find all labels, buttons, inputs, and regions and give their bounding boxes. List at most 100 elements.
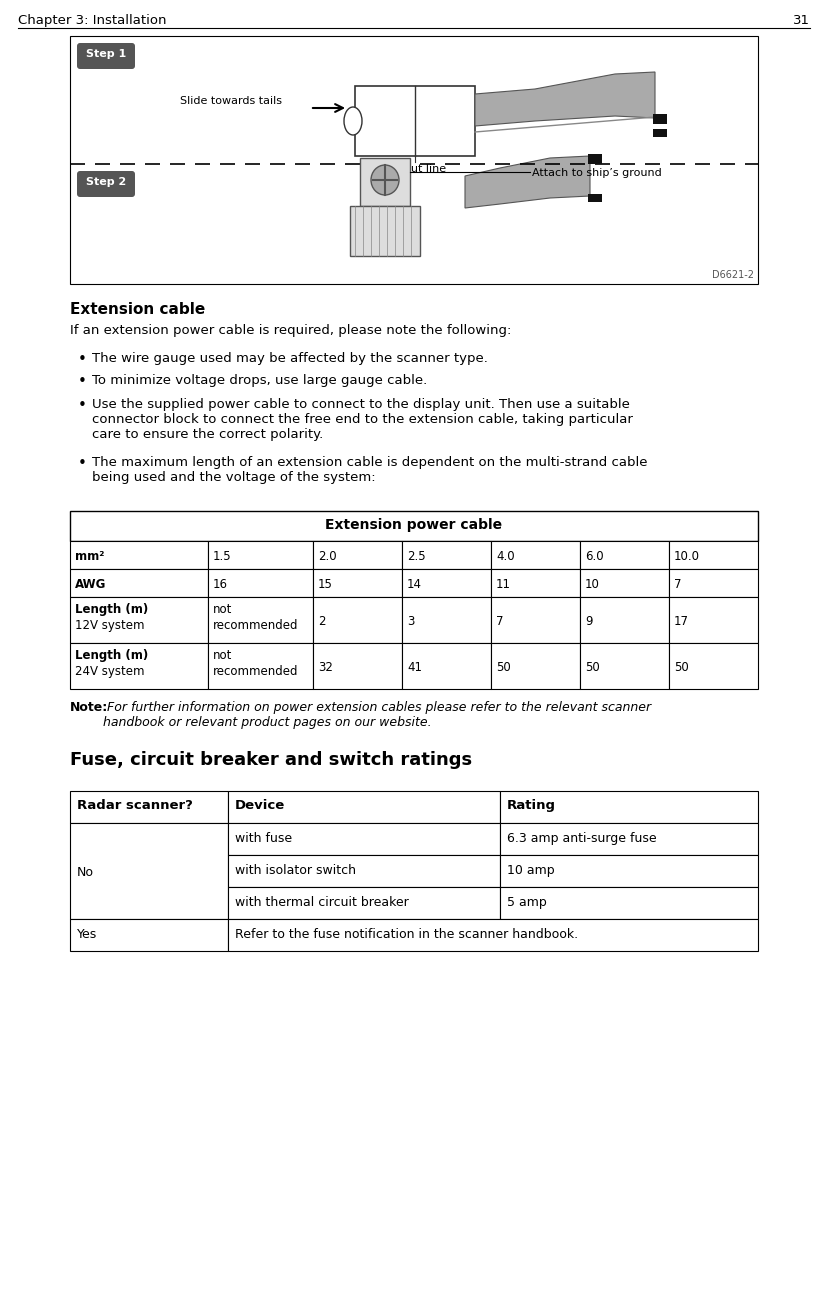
Text: For further information on power extension cables please refer to the relevant s: For further information on power extensi…	[103, 701, 650, 729]
Bar	[70, 919, 227, 951]
Text: mm²: mm²	[75, 550, 104, 563]
Bar	[653, 129, 667, 137]
Bar	[668, 569, 757, 597]
Bar	[70, 597, 208, 643]
Text: 10 amp: 10 amp	[506, 864, 554, 877]
Text: The wire gauge used may be affected by the scanner type.: The wire gauge used may be affected by t…	[92, 352, 487, 365]
Bar	[500, 886, 757, 919]
Text: To minimize voltage drops, use large gauge cable.: To minimize voltage drops, use large gau…	[92, 374, 427, 387]
Bar	[402, 643, 490, 688]
Text: Radar scanner?: Radar scanner?	[77, 798, 193, 813]
Bar	[227, 791, 500, 823]
Bar	[360, 158, 409, 206]
Bar	[490, 541, 579, 569]
Bar	[355, 85, 475, 157]
Text: 7: 7	[495, 615, 503, 628]
Bar	[668, 597, 757, 643]
Text: with isolator switch: with isolator switch	[235, 864, 356, 877]
Text: Refer to the fuse notification in the scanner handbook.: Refer to the fuse notification in the sc…	[235, 928, 577, 941]
Text: The maximum length of an extension cable is dependent on the multi-strand cable
: The maximum length of an extension cable…	[92, 455, 647, 484]
Bar	[70, 791, 227, 823]
Text: •: •	[78, 455, 87, 471]
Text: 41: 41	[407, 661, 422, 674]
Text: Attach to ship’s ground: Attach to ship’s ground	[532, 168, 661, 179]
Bar	[402, 569, 490, 597]
FancyBboxPatch shape	[77, 43, 135, 69]
Text: Fuse, circuit breaker and switch ratings: Fuse, circuit breaker and switch ratings	[70, 751, 471, 769]
Bar	[579, 643, 668, 688]
Text: 12V system: 12V system	[75, 619, 145, 631]
Text: 32: 32	[318, 661, 332, 674]
Bar	[579, 597, 668, 643]
Bar	[313, 569, 402, 597]
Text: 2.5: 2.5	[407, 550, 425, 563]
Text: 1.5: 1.5	[213, 550, 232, 563]
Bar	[668, 643, 757, 688]
Bar	[490, 643, 579, 688]
Bar	[313, 541, 402, 569]
Text: 11: 11	[495, 578, 510, 591]
Text: 4.0: 4.0	[495, 550, 514, 563]
Bar	[208, 541, 313, 569]
Text: 3: 3	[407, 615, 414, 628]
Bar	[208, 597, 313, 643]
Text: with fuse: with fuse	[235, 832, 292, 845]
Text: 17: 17	[673, 615, 688, 628]
Text: Note:: Note:	[70, 701, 108, 714]
Text: Use the supplied power cable to connect to the display unit. Then use a suitable: Use the supplied power cable to connect …	[92, 399, 632, 441]
Polygon shape	[475, 72, 654, 126]
Text: 50: 50	[495, 661, 510, 674]
Text: 16: 16	[213, 578, 227, 591]
Text: Step 2: Step 2	[86, 177, 126, 188]
Bar	[313, 597, 402, 643]
Bar	[208, 643, 313, 688]
Text: with thermal circuit breaker: with thermal circuit breaker	[235, 895, 409, 908]
Bar	[350, 206, 419, 256]
Text: 2.0: 2.0	[318, 550, 337, 563]
Bar	[402, 541, 490, 569]
Text: 50: 50	[585, 661, 599, 674]
Bar	[227, 919, 757, 951]
Text: Extension power cable: Extension power cable	[325, 518, 502, 532]
Text: Length (m): Length (m)	[75, 603, 148, 616]
Bar	[70, 823, 227, 919]
Bar	[490, 569, 579, 597]
Bar	[579, 541, 668, 569]
Bar	[668, 541, 757, 569]
Text: If an extension power cable is required, please note the following:: If an extension power cable is required,…	[70, 324, 511, 336]
Text: Device: Device	[235, 798, 285, 813]
Text: Length (m): Length (m)	[75, 650, 148, 663]
Text: recommended: recommended	[213, 665, 299, 678]
Text: •: •	[78, 374, 87, 389]
Text: Chapter 3: Installation: Chapter 3: Installation	[18, 14, 166, 27]
Text: •: •	[78, 352, 87, 367]
Bar	[653, 114, 667, 124]
Bar	[70, 511, 757, 541]
Bar	[70, 569, 208, 597]
Bar	[70, 541, 208, 569]
Text: No: No	[77, 866, 94, 879]
Text: Step 1: Step 1	[86, 49, 126, 60]
Bar	[490, 597, 579, 643]
Bar	[587, 154, 601, 164]
Bar	[227, 855, 500, 886]
Bar	[402, 597, 490, 643]
Text: Pre-cut line: Pre-cut line	[383, 164, 446, 173]
Text: 15: 15	[318, 578, 332, 591]
Text: 9: 9	[585, 615, 592, 628]
Text: not: not	[213, 650, 232, 663]
Text: 2: 2	[318, 615, 325, 628]
Text: 10: 10	[585, 578, 599, 591]
Text: Yes: Yes	[77, 928, 97, 941]
Text: •: •	[78, 399, 87, 413]
Bar	[500, 791, 757, 823]
Bar	[227, 886, 500, 919]
Text: 24V system: 24V system	[75, 665, 145, 678]
Text: 10.0: 10.0	[673, 550, 699, 563]
Text: 6.0: 6.0	[585, 550, 603, 563]
Bar	[208, 569, 313, 597]
Bar	[579, 569, 668, 597]
Bar	[500, 855, 757, 886]
Bar	[70, 643, 208, 688]
Text: 6.3 amp anti-surge fuse: 6.3 amp anti-surge fuse	[506, 832, 656, 845]
